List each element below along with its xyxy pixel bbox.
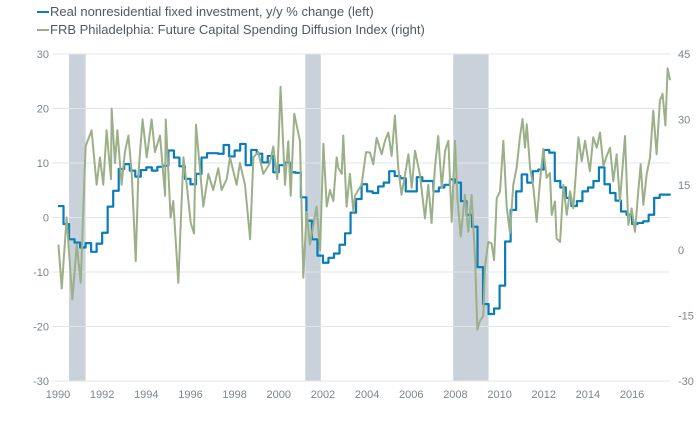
left-axis-tick-label: -10 [33, 267, 49, 279]
legend-item-diffusion-index: FRB Philadelphia: Future Capital Spendin… [37, 21, 425, 39]
x-axis-tick-label: 1990 [46, 389, 70, 401]
right-axis-tick-label: 45 [678, 49, 690, 61]
left-axis-tick-label: -20 [33, 322, 49, 334]
left-axis-tick-label: 10 [37, 158, 49, 170]
right-axis-tick-label: 30 [678, 114, 690, 126]
legend-label-investment: Real nonresidential fixed investment, y/… [50, 4, 374, 19]
legend-swatch-green [37, 29, 49, 31]
x-axis-tick-label: 1994 [134, 389, 158, 401]
legend-item-investment: Real nonresidential fixed investment, y/… [37, 3, 425, 21]
series-line-diffusion-index [57, 67, 672, 331]
x-axis-tick-label: 2000 [267, 389, 291, 401]
legend-swatch-blue [37, 11, 49, 13]
x-axis-tick-label: 2012 [532, 389, 556, 401]
left-axis-tick-label: -30 [33, 376, 49, 388]
x-axis-tick-label: 2002 [311, 389, 335, 401]
chart-legend: Real nonresidential fixed investment, y/… [37, 3, 425, 39]
legend-label-diffusion-index: FRB Philadelphia: Future Capital Spendin… [50, 22, 425, 37]
right-axis-tick-label: 0 [678, 245, 684, 257]
x-axis-tick-label: 2016 [620, 389, 644, 401]
x-axis-tick-label: 1998 [222, 389, 246, 401]
right-axis-tick-label: -30 [678, 376, 694, 388]
x-axis-tick-label: 2004 [355, 389, 379, 401]
x-axis-tick-label: 2010 [487, 389, 511, 401]
x-axis-tick-label: 2014 [576, 389, 600, 401]
x-axis-tick-label: 1996 [178, 389, 202, 401]
x-axis-tick-label: 2006 [399, 389, 423, 401]
left-axis-tick-label: 0 [43, 213, 49, 225]
x-axis-tick-label: 2008 [443, 389, 467, 401]
x-axis-tick-label: 1992 [90, 389, 114, 401]
left-axis-tick-label: 30 [37, 49, 49, 61]
left-axis-tick-label: 20 [37, 104, 49, 116]
series-line-investment [58, 142, 671, 316]
right-axis-tick-label: 15 [678, 180, 690, 192]
right-axis-tick-label: -15 [678, 311, 694, 323]
